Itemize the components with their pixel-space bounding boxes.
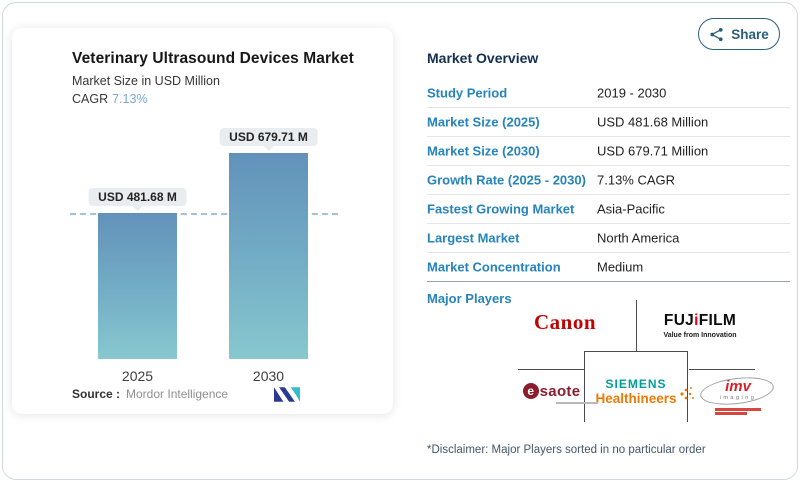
share-button[interactable]: Share bbox=[698, 18, 780, 50]
row-label: Fastest Growing Market bbox=[427, 202, 574, 217]
x-axis-label-2025: 2025 bbox=[98, 368, 177, 384]
row-value: USD 481.68 Million bbox=[597, 115, 708, 130]
bar-group-2025: USD 481.68 M 2025 bbox=[98, 213, 177, 359]
overview-table: Study Period 2019 - 2030 Market Size (20… bbox=[427, 79, 790, 282]
row-label: Market Size (2030) bbox=[427, 144, 540, 159]
row-value: Asia-Pacific bbox=[597, 202, 665, 217]
row-value: 2019 - 2030 bbox=[597, 86, 666, 101]
imv-imaging-logo: imv imaging bbox=[698, 378, 778, 416]
fujifilm-logo: FUJiFILM Value from Innovation bbox=[650, 312, 750, 339]
row-label: Largest Market bbox=[427, 231, 519, 246]
bar-chart-plot: USD 481.68 M 2025 USD 679.71 M 2030 bbox=[12, 28, 393, 414]
market-report-card: Share Veterinary Ultrasound Devices Mark… bbox=[0, 0, 800, 482]
esaote-tagline bbox=[556, 402, 598, 404]
connector-line-left bbox=[518, 369, 584, 370]
bar-value-badge-2025: USD 481.68 M bbox=[88, 188, 187, 206]
connector-line-vertical bbox=[636, 300, 637, 352]
row-value: USD 679.71 Million bbox=[597, 144, 708, 159]
table-row-fastest-growing-market: Fastest Growing Market Asia-Pacific bbox=[427, 195, 790, 224]
esaote-e-mark: e bbox=[523, 383, 539, 399]
row-value: Medium bbox=[597, 260, 643, 275]
table-row-market-concentration: Market Concentration Medium bbox=[427, 253, 790, 282]
table-row-market-size-2030: Market Size (2030) USD 679.71 Million bbox=[427, 137, 790, 166]
overview-title: Market Overview bbox=[427, 50, 538, 66]
esaote-wordmark: saote bbox=[540, 383, 581, 400]
imv-tagline bbox=[715, 408, 761, 415]
bar-value-badge-2030: USD 679.71 M bbox=[219, 128, 318, 146]
bar-group-2030: USD 679.71 M 2030 bbox=[229, 153, 308, 359]
chart-card: Veterinary Ultrasound Devices Market Mar… bbox=[12, 28, 393, 414]
table-row-market-size-2025: Market Size (2025) USD 481.68 Million bbox=[427, 108, 790, 137]
source-attribution: Source : Mordor Intelligence bbox=[72, 387, 228, 401]
bar-2030 bbox=[229, 153, 308, 359]
imv-imaging-sub: imaging bbox=[698, 395, 778, 402]
healthineers-wordmark: Healthineers bbox=[595, 391, 676, 406]
source-label: Source : bbox=[72, 387, 120, 401]
fujifilm-tagline: Value from Innovation bbox=[650, 332, 750, 339]
siemens-wordmark: SIEMENS bbox=[585, 378, 687, 390]
table-row-study-period: Study Period 2019 - 2030 bbox=[427, 79, 790, 108]
imv-wordmark: imv bbox=[698, 378, 778, 395]
x-axis-label-2030: 2030 bbox=[229, 368, 308, 384]
row-label: Market Size (2025) bbox=[427, 115, 540, 130]
table-row-growth-rate: Growth Rate (2025 - 2030) 7.13% CAGR bbox=[427, 166, 790, 195]
row-label: Market Concentration bbox=[427, 260, 561, 275]
row-value: 7.13% CAGR bbox=[597, 173, 675, 188]
share-button-label: Share bbox=[731, 27, 769, 42]
row-value: North America bbox=[597, 231, 679, 246]
source-value: Mordor Intelligence bbox=[126, 387, 228, 401]
row-label: Study Period bbox=[427, 86, 507, 101]
disclaimer-text: *Disclaimer: Major Players sorted in no … bbox=[427, 444, 706, 456]
siemens-healthineers-logo: SIEMENS Healthineers bbox=[584, 351, 688, 422]
mordor-intelligence-logo-icon bbox=[274, 386, 300, 408]
connector-line-right bbox=[689, 369, 755, 370]
share-icon bbox=[709, 27, 724, 42]
fujifilm-wordmark: FUJiFILM bbox=[650, 312, 750, 330]
bar-2025 bbox=[98, 213, 177, 359]
major-players-label: Major Players bbox=[427, 291, 512, 306]
canon-logo: Canon bbox=[515, 310, 615, 335]
row-label: Growth Rate (2025 - 2030) bbox=[427, 173, 586, 188]
table-row-largest-market: Largest Market North America bbox=[427, 224, 790, 253]
esaote-logo: e saote bbox=[504, 382, 599, 404]
healthineers-dots-icon bbox=[679, 385, 695, 406]
